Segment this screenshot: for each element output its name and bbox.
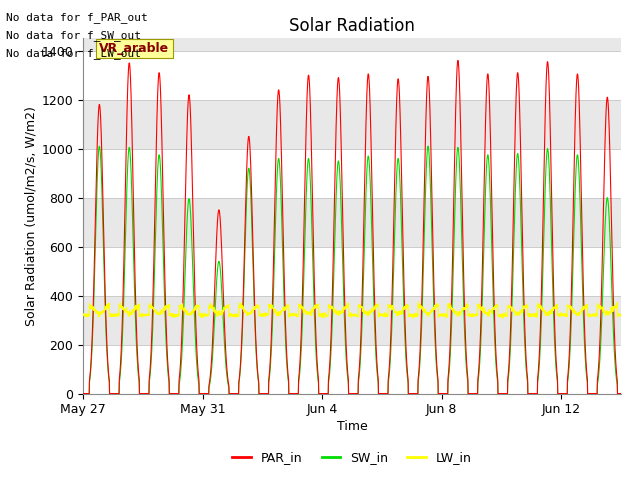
Bar — [83, 345, 621, 394]
Text: VR_arable: VR_arable — [99, 42, 170, 55]
Bar — [83, 51, 621, 100]
Text: No data for f_SW_out: No data for f_SW_out — [6, 30, 141, 41]
Text: No data for f_LW_out: No data for f_LW_out — [6, 48, 141, 60]
Bar — [83, 247, 621, 296]
Legend: PAR_in, SW_in, LW_in: PAR_in, SW_in, LW_in — [227, 446, 477, 469]
Text: No data for f_PAR_out: No data for f_PAR_out — [6, 12, 148, 23]
X-axis label: Time: Time — [337, 420, 367, 433]
Y-axis label: Solar Radiation (umol/m2/s, W/m2): Solar Radiation (umol/m2/s, W/m2) — [24, 106, 37, 326]
Bar — [83, 149, 621, 198]
Title: Solar Radiation: Solar Radiation — [289, 17, 415, 36]
